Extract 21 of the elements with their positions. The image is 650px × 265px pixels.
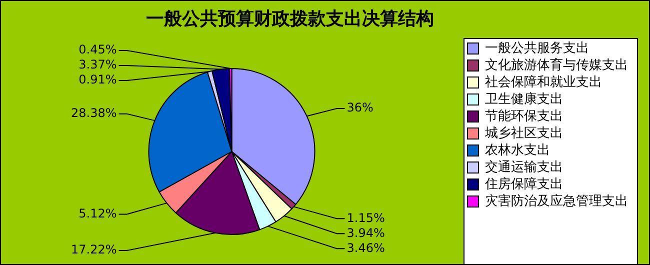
legend-label: 社会保障和就业支出 [485, 74, 602, 90]
legend-label: 卫生健康支出 [485, 92, 563, 107]
data-label: 17.22% [70, 242, 117, 257]
legend-label: 农林水支出 [485, 142, 550, 158]
chart-title: 一般公共预算财政拨款支出决算结构 [146, 8, 434, 30]
legend-label: 文化旅游体育与传媒支出 [485, 56, 628, 73]
legend-label: 一般公共服务支出 [485, 40, 589, 56]
data-label: 3.94% [346, 226, 385, 240]
data-label: 28.38% [70, 106, 117, 120]
legend-label: 城乡社区支出 [484, 126, 563, 141]
data-label: 3.37% [78, 58, 117, 72]
data-label: 1.15% [346, 210, 385, 225]
legend-label: 交通运输支出 [485, 158, 563, 175]
legend-label: 节能环保支出 [485, 108, 563, 124]
data-label: 36% [346, 100, 374, 115]
legend-label: 住房保障支出 [484, 176, 563, 192]
data-label: 5.12% [78, 206, 117, 220]
data-label: 0.45% [78, 42, 117, 57]
legend-label: 灾害防治及应急管理支出 [485, 192, 628, 209]
data-label: 3.46% [346, 240, 385, 255]
data-label: 0.91% [78, 72, 117, 87]
